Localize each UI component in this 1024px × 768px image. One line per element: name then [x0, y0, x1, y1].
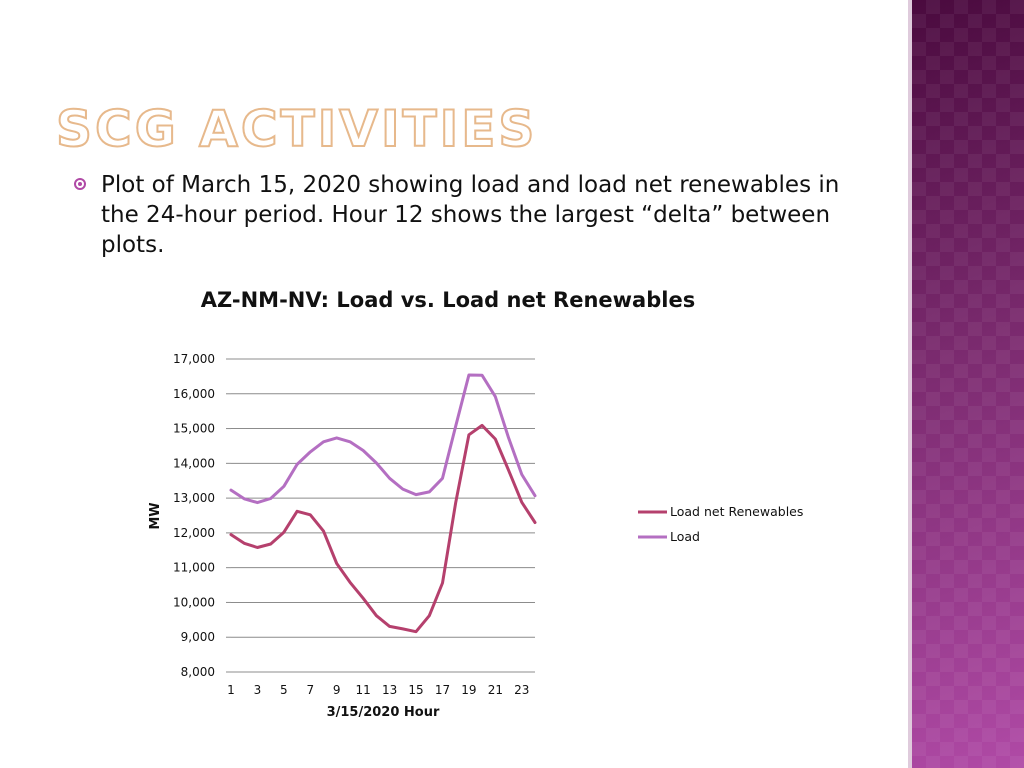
series-line-load — [229, 373, 537, 505]
y-tick-label: 15,000 — [173, 422, 215, 436]
bullet-item: Plot of March 15, 2020 showing load and … — [74, 170, 854, 260]
series-line-load-net-renewables — [229, 423, 537, 634]
x-tick-label: 17 — [435, 683, 450, 697]
x-tick-label: 3 — [254, 683, 262, 697]
legend: Load net Renewables Load — [638, 504, 803, 544]
decorative-side-panel — [912, 0, 1024, 768]
x-tick-label: 11 — [356, 683, 371, 697]
bullet-text: Plot of March 15, 2020 showing load and … — [101, 172, 840, 258]
chart-title: AZ-NM-NV: Load vs. Load net Renewables — [201, 288, 695, 312]
x-tick-label: 23 — [514, 683, 529, 697]
side-panel-edge — [908, 0, 912, 768]
line-chart: AZ-NM-NV: Load vs. Load net Renewables 8… — [148, 288, 803, 720]
x-tick-label: 7 — [306, 683, 314, 697]
y-axis-title: MW — [148, 502, 163, 529]
legend-label: Load net Renewables — [670, 504, 803, 519]
y-tick-label: 9,000 — [181, 630, 215, 644]
x-axis-ticks: 1 3 5 7 9 11 13 15 17 19 21 23 — [227, 683, 529, 697]
y-axis-ticks: 8,000 9,000 10,000 11,000 12,000 13,000 14,000… — [173, 352, 215, 679]
y-tick-label: 16,000 — [173, 387, 215, 401]
x-tick-label: 21 — [488, 683, 503, 697]
y-tick-label: 10,000 — [173, 595, 215, 609]
y-tick-label: 12,000 — [173, 526, 215, 540]
legend-label: Load — [670, 529, 700, 544]
x-tick-label: 9 — [333, 683, 341, 697]
y-tick-label: 11,000 — [173, 561, 215, 575]
x-tick-label: 5 — [280, 683, 288, 697]
gridlines — [226, 358, 535, 673]
x-tick-label: 13 — [382, 683, 397, 697]
x-tick-label: 15 — [408, 683, 423, 697]
y-tick-label: 14,000 — [173, 456, 215, 470]
y-tick-label: 8,000 — [181, 665, 215, 679]
x-tick-label: 19 — [461, 683, 476, 697]
y-tick-label: 17,000 — [173, 352, 215, 366]
y-tick-label: 13,000 — [173, 491, 215, 505]
x-axis-title: 3/15/2020 Hour — [327, 705, 440, 720]
bullet-circle-icon — [74, 178, 86, 190]
x-tick-label: 1 — [227, 683, 235, 697]
slide-title: SCG Activities — [55, 100, 538, 158]
series-lines — [229, 373, 537, 634]
